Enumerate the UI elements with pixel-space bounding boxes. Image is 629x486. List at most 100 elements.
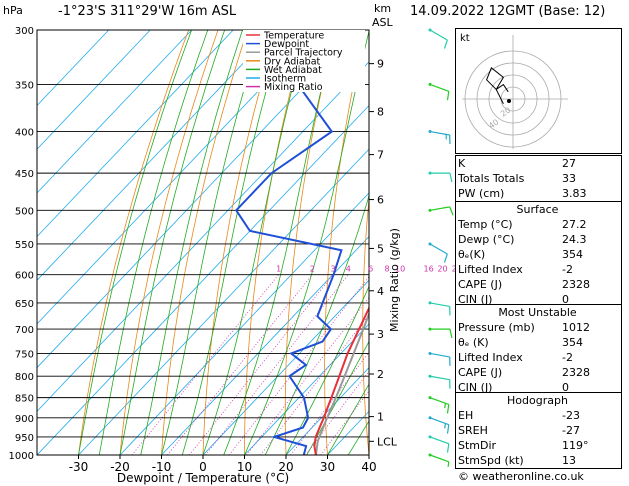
wind-barb [428, 206, 454, 216]
pressure-tick-label: 900 [15, 414, 34, 425]
hodograph-unit-label: kt [460, 33, 470, 44]
x-axis-label: Dewpoint / Temperature (°C) [117, 471, 289, 485]
pressure-tick-label: 350 [15, 80, 34, 91]
wind-barb-base [428, 453, 432, 457]
forecast-datetime: 14.09.2022 12GMT (Base: 12) [410, 4, 606, 19]
x-tick-label: 0 [199, 460, 207, 474]
pressure-tick-label: 400 [15, 128, 34, 139]
wind-barb-staff [429, 436, 449, 445]
pressure-tick-label: 600 [15, 271, 34, 282]
surface-label: θₑ(K) [458, 248, 486, 261]
isotherm-line [78, 148, 369, 455]
temperature-line [313, 305, 369, 455]
legend-box [243, 30, 365, 92]
wind-barb-staff [429, 206, 450, 211]
pressure-tick-label: 550 [15, 240, 34, 251]
wind-barb [428, 28, 448, 49]
km-tick-label: 8 [377, 106, 384, 119]
km-tick-label: 1 [377, 411, 384, 424]
isotherm-line [119, 192, 369, 455]
parcel-trajectory-line [314, 311, 369, 455]
index-label: PW (cm) [458, 187, 505, 200]
hodo-value: -27 [562, 424, 580, 437]
km-tick-label: 5 [377, 242, 384, 255]
dewpoint-line [234, 30, 343, 455]
hodo-value: 13 [562, 454, 576, 467]
surface-panel [455, 201, 622, 306]
mu-value: 1012 [562, 321, 590, 334]
dry-adiabat-line [161, 30, 248, 455]
x-tick-label: 30 [320, 460, 335, 474]
index-label: Totals Totals [458, 172, 525, 185]
wind-barb-staff [429, 29, 448, 41]
wind-barb-staff [429, 302, 450, 307]
mixing-ratio-label: 4 [346, 265, 351, 274]
wind-barb-staff [429, 352, 450, 358]
mu-value: -2 [562, 351, 573, 364]
hodograph-indices-panel [455, 392, 622, 469]
isotherm-line [37, 30, 110, 107]
wind-barb-base [428, 130, 432, 134]
dry-adiabat-line [78, 30, 189, 455]
legend-label: Isotherm [264, 74, 306, 85]
index-row: Totals Totals 33 [455, 171, 620, 186]
mixing-ratio-line [167, 274, 313, 455]
dry-adiabat-line [435, 30, 453, 455]
surface-title: Surface [516, 203, 559, 216]
index-row: K 27 [455, 156, 620, 171]
wind-barb-base [428, 301, 432, 305]
wind-barb-staff [429, 375, 450, 381]
surface-value: -2 [562, 263, 573, 276]
wind-barb [428, 416, 450, 434]
pressure-tick-label: 300 [15, 26, 34, 37]
legend-label: Dry Adiabat [264, 56, 321, 67]
surface-value: 354 [562, 248, 583, 261]
pressure-tick-label: 450 [15, 169, 34, 180]
surface-value: 24.3 [562, 233, 587, 246]
isotherm-line [161, 235, 369, 455]
isotherm-line [37, 30, 151, 150]
surface-label: Lifted Index [458, 263, 523, 276]
pressure-tick-label: 850 [15, 394, 34, 405]
x-tick-label: 40 [361, 460, 376, 474]
hpa-unit-label: hPa [3, 4, 23, 17]
wind-barb-base [428, 171, 432, 175]
wind-barb-base [428, 435, 432, 439]
mixing-ratio-label: 1 [276, 265, 281, 274]
hodograph-storm-marker [507, 99, 511, 103]
isotherm-line [37, 30, 276, 281]
wind-barb-staff [429, 454, 449, 463]
mu-label: CIN (J) [458, 381, 493, 394]
wet-adiabat-line [306, 340, 369, 455]
hodo-label: SREH [458, 424, 488, 437]
legend-label: Temperature [263, 31, 324, 42]
legend-label: Dewpoint [264, 39, 309, 50]
km-unit-label: km [374, 2, 392, 15]
hodo-row: EH -23 [455, 408, 620, 423]
mixing-ratio-line [228, 276, 369, 455]
wind-barb [428, 301, 451, 316]
hodograph-ring-label: 20 [499, 105, 513, 118]
mu-row: θₑ (K) 354 [455, 335, 620, 350]
km-tick-label: 9 [377, 58, 384, 71]
mu-value: 354 [562, 336, 583, 349]
surface-row: θₑ(K) 354 [455, 247, 620, 262]
surface-row: CAPE (J) 2328 [455, 277, 620, 292]
mixing-ratio-label: 3 [330, 265, 335, 274]
surface-value: 0 [562, 293, 569, 306]
mixing-ratio-line [305, 370, 369, 455]
legend-label: Wet Adiabat [264, 65, 322, 76]
mixing-ratio-line [320, 390, 369, 455]
most-unstable-panel [455, 304, 622, 394]
mu-label: Pressure (mb) [458, 321, 535, 334]
indices-top-table: K 27 Totals Totals 33 PW (cm) 3.83 [455, 156, 620, 201]
asl-unit-label: ASL [372, 16, 393, 29]
hodograph-ring-label: 40 [487, 117, 501, 130]
wind-barb-flag [444, 423, 447, 429]
hodograph-indices-title: Hodograph [507, 394, 568, 407]
credit-text: © weatheronline.co.uk [458, 470, 584, 483]
dry-adiabat-line [400, 30, 424, 455]
wind-barb-base [428, 242, 432, 246]
